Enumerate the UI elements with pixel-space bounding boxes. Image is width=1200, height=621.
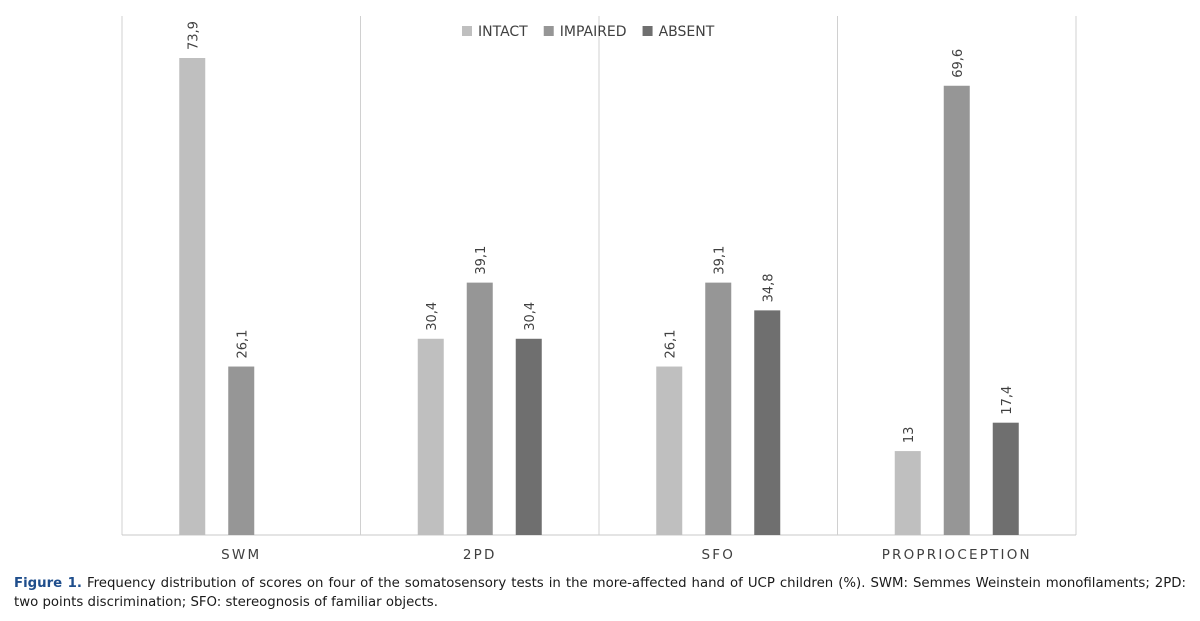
legend-swatch — [543, 26, 554, 36]
data-label: 69,6 — [951, 49, 966, 78]
data-label: 39,1 — [712, 246, 727, 275]
bar — [515, 338, 542, 535]
legend-swatch — [462, 26, 472, 36]
bar — [656, 366, 683, 535]
data-label: 34,8 — [761, 273, 776, 302]
x-tick-label: 2PD — [463, 547, 497, 563]
legend-label: INTACT — [478, 24, 528, 40]
data-label: 39,1 — [474, 246, 489, 275]
legend-label: IMPAIRED — [560, 24, 627, 40]
data-label: 30,4 — [425, 302, 440, 331]
bar — [943, 85, 970, 536]
bar — [228, 366, 255, 535]
legend-label: ABSENT — [659, 24, 715, 40]
legend-swatch — [642, 26, 653, 36]
x-tick-label: SFO — [701, 547, 735, 563]
bar-chart: 73,9 26,1 SWM 30,4 39,1 30,4 2PD 26,1 39,1 34,8 SF… — [121, 16, 1077, 563]
figure-caption: Figure 1. Frequency distribution of scor… — [14, 574, 1186, 612]
data-label: 26,1 — [663, 330, 678, 359]
bar — [417, 338, 444, 535]
x-tick-label: PROPRIOCEPTION — [882, 547, 1032, 563]
bar — [466, 282, 493, 535]
data-label: 26,1 — [235, 330, 250, 359]
bar — [894, 451, 921, 535]
data-label: 13 — [902, 427, 917, 444]
caption-label: Figure 1. — [14, 576, 82, 591]
bar — [179, 58, 206, 535]
data-label: 30,4 — [523, 302, 538, 331]
bar — [705, 282, 732, 535]
bar — [754, 310, 781, 535]
caption-text: Frequency distribution of scores on four… — [14, 576, 1186, 610]
data-label: 17,4 — [1000, 386, 1015, 415]
x-tick-label: SWM — [221, 547, 261, 563]
bar — [992, 422, 1019, 535]
data-label: 73,9 — [186, 21, 201, 50]
